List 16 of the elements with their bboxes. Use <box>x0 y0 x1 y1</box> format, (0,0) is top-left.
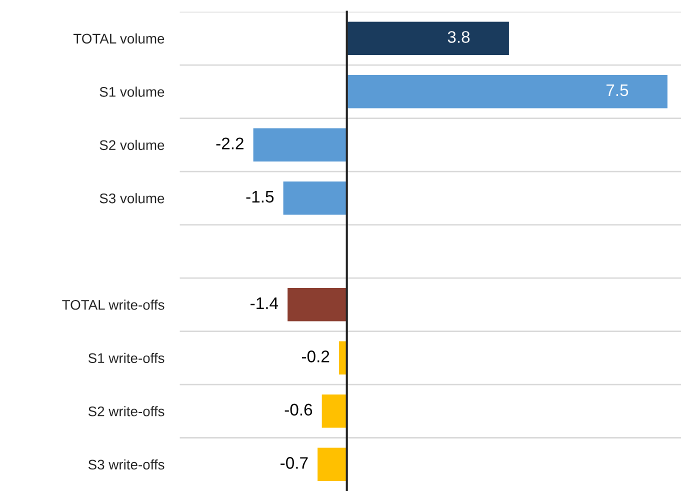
y-tick-label: S3 write-offs <box>88 459 164 470</box>
y-tick-label: TOTAL volume <box>73 33 164 44</box>
data-label: -1.5 <box>246 190 274 203</box>
y-tick-label: S2 write-offs <box>88 406 164 416</box>
y-tick-label: S3 volume <box>100 193 164 204</box>
y-tick-label: S1 write-offs <box>88 352 164 364</box>
data-label: 3.8 <box>448 31 470 43</box>
data-label: -1.4 <box>250 297 278 309</box>
y-tick-label: TOTAL write-offs <box>62 300 164 310</box>
data-label: -0.2 <box>302 350 330 362</box>
y-tick-label: S2 volume <box>100 140 164 150</box>
data-label: -0.7 <box>280 457 308 469</box>
data-label: -2.2 <box>216 138 244 150</box>
data-label: -0.6 <box>284 404 312 416</box>
data-label: 7.5 <box>606 84 628 96</box>
y-tick-label: S1 volume <box>100 86 164 97</box>
